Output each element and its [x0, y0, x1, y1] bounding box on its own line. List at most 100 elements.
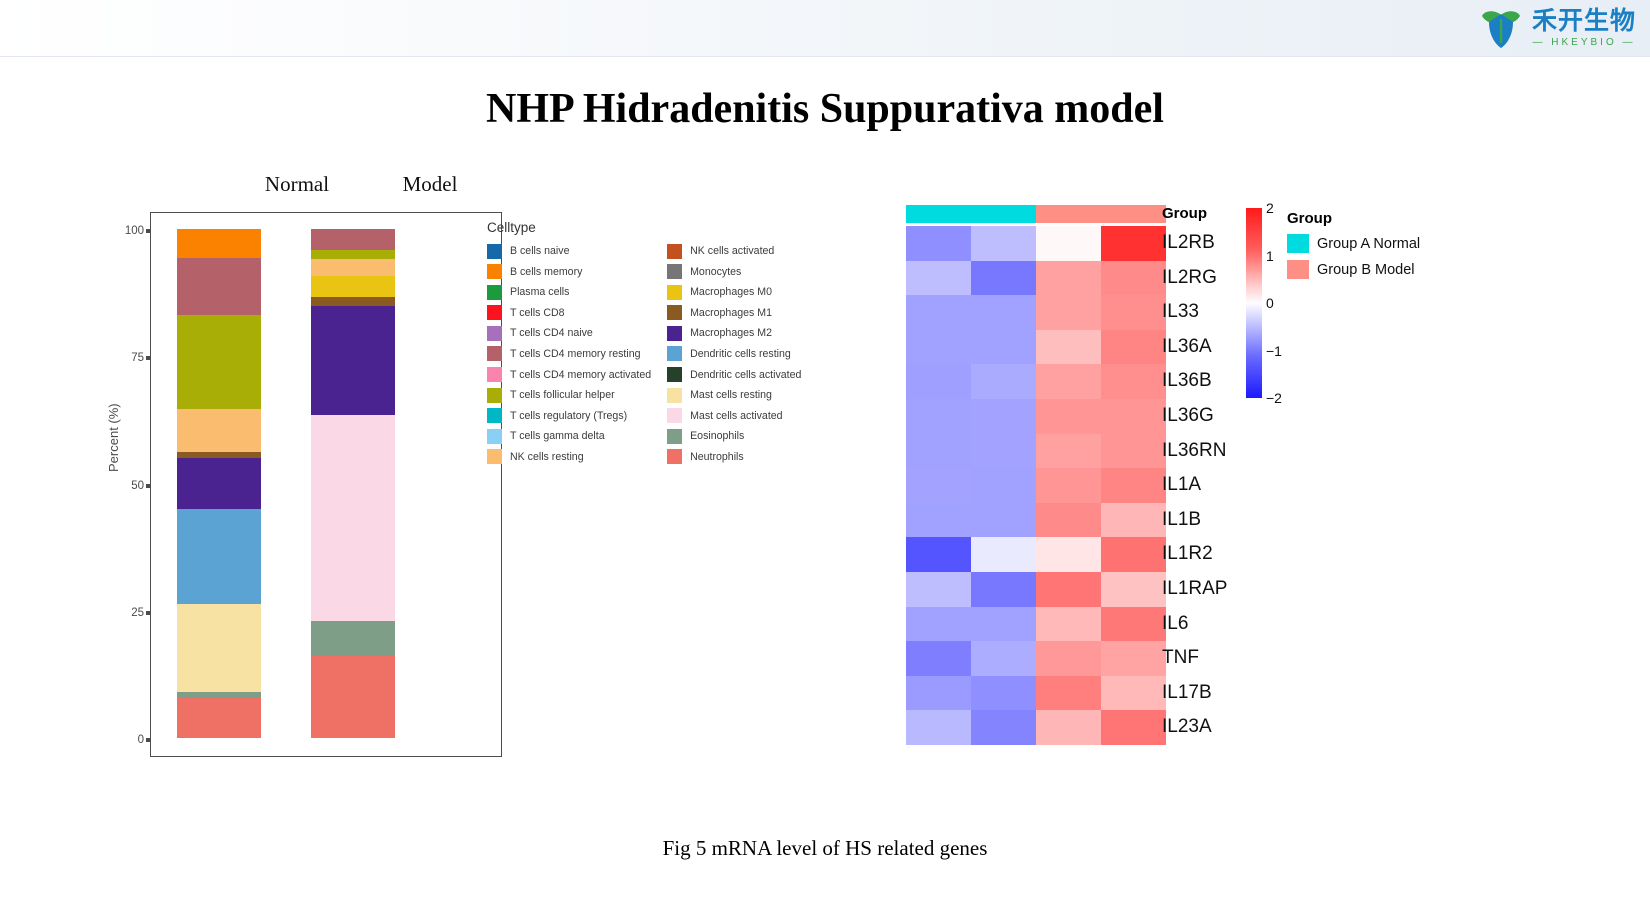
- heatmap-cell: [906, 571, 971, 607]
- celltype-color-swatch: [487, 449, 502, 465]
- brand-name-cn: 禾开生物: [1531, 6, 1636, 35]
- celltype-label: T cells gamma delta: [510, 430, 605, 443]
- heatmap-gene-label: TNF: [1162, 647, 1199, 669]
- heatmap-gene-label: IL17B: [1162, 681, 1212, 703]
- celltype-legend-item: Eosinophils: [667, 428, 801, 444]
- celltype-label: B cells memory: [510, 265, 583, 278]
- celltype-legend-item: Neutrophils: [667, 449, 801, 465]
- celltype-color-swatch: [667, 367, 683, 383]
- bar-group-label-normal: Normal: [264, 172, 330, 196]
- heatmap-cell: [1101, 502, 1166, 538]
- y-axis-tick: 75: [131, 352, 151, 364]
- celltype-label: Macrophages M2: [690, 327, 772, 340]
- heatmap-cell: [906, 641, 971, 676]
- heatmap-cell: [906, 433, 971, 469]
- celltype-label: Mast cells activated: [690, 409, 783, 422]
- celltype-legend-column-right: NK cells activated Monocytes Macrophages M…: [667, 243, 801, 465]
- bar-segment: [311, 305, 395, 416]
- heatmap-cell: [971, 433, 1036, 469]
- bar-segment: [311, 229, 395, 250]
- heatmap-group-annotation: [906, 205, 1166, 223]
- celltype-label: T cells CD8: [510, 306, 565, 319]
- celltype-label: NK cells resting: [510, 450, 584, 463]
- celltype-color-swatch: [667, 284, 683, 300]
- heatmap-cell: [971, 606, 1036, 642]
- heatmap-cell: [1101, 675, 1166, 711]
- bar-segment: [311, 620, 395, 657]
- bar-segment: [177, 691, 261, 699]
- celltype-legend-item: T cells regulatory (Tregs): [487, 408, 651, 424]
- celltype-legend-column-left: B cells naive B cells memory Plasma cells T…: [487, 243, 651, 465]
- top-brand-bar: 禾开生物 — HKEYBIO —: [0, 0, 1650, 57]
- celltype-label: Monocytes: [690, 265, 742, 278]
- heatmap-cell: [1101, 295, 1166, 330]
- bar-segment: [311, 259, 395, 276]
- heatmap-cell: [971, 398, 1036, 434]
- bar-segment: [311, 275, 395, 298]
- y-axis-title: Percent (%): [106, 403, 121, 472]
- bar-stack-normal: [177, 229, 261, 738]
- colorbar-tick: 2: [1266, 200, 1274, 216]
- heatmap-row: [906, 226, 1166, 261]
- heatmap-cell: [1036, 226, 1101, 261]
- celltype-legend-item: Dendritic cells activated: [667, 367, 801, 383]
- bar-segment: [177, 457, 261, 510]
- bar-segment: [311, 656, 395, 738]
- heatmap-gene-label: IL6: [1162, 612, 1189, 634]
- heatmap-row: [906, 260, 1166, 296]
- group-legend-item: Group B Model: [1287, 260, 1420, 279]
- heatmap-cell: [1036, 329, 1101, 365]
- heatmap-row: [906, 537, 1166, 572]
- heatmap-cell: [1036, 571, 1101, 607]
- heatmap-cell: [906, 502, 971, 538]
- bar-segment: [177, 257, 261, 316]
- heatmap-cell: [971, 641, 1036, 676]
- celltype-legend-item: Macrophages M0: [667, 284, 801, 300]
- heatmap-gene-label: IL36G: [1162, 404, 1214, 426]
- celltype-legend-item: Plasma cells: [487, 284, 651, 300]
- celltype-legend-item: T cells gamma delta: [487, 428, 651, 444]
- heatmap: [906, 205, 1166, 745]
- heatmap-cell: [971, 364, 1036, 399]
- heatmap-row: [906, 295, 1166, 330]
- heatmap-cell: [1101, 364, 1166, 399]
- heatmap-gene-label: IL33: [1162, 301, 1199, 323]
- celltype-label: Dendritic cells resting: [690, 347, 791, 360]
- bar-segment: [177, 509, 261, 605]
- celltype-legend-item: Macrophages M2: [667, 325, 801, 341]
- heatmap-row: [906, 468, 1166, 503]
- y-axis-tick: 50: [131, 480, 151, 492]
- heatmap-cell: [1101, 398, 1166, 434]
- celltype-legend-item: Macrophages M1: [667, 305, 801, 321]
- heatmap-cell: [1036, 675, 1101, 711]
- heatmap-row: [906, 710, 1166, 745]
- celltype-legend: Celltype B cells naive B cells memory Plas…: [487, 220, 837, 465]
- heatmap-annotation-cell: [971, 205, 1036, 223]
- heatmap-row: [906, 502, 1166, 538]
- heatmap-cell: [1036, 295, 1101, 330]
- heatmap-cell: [1101, 571, 1166, 607]
- celltype-color-swatch: [487, 428, 502, 444]
- celltype-label: T cells CD4 memory resting: [510, 347, 641, 360]
- heatmap-gene-label: IL1RAP: [1162, 577, 1228, 599]
- heatmap-row: [906, 675, 1166, 711]
- colorbar-tick: 0: [1266, 295, 1274, 311]
- bar-segment: [177, 604, 261, 692]
- heatmap-row: [906, 433, 1166, 469]
- celltype-legend-title: Celltype: [487, 220, 536, 235]
- brand-name-en: — HKEYBIO —: [1532, 36, 1636, 48]
- heatmap-colorbar: 2 1 0 −1 −2: [1246, 200, 1282, 406]
- celltype-legend-item: NK cells resting: [487, 449, 651, 465]
- bar-segment: [177, 451, 261, 458]
- celltype-color-swatch: [667, 325, 683, 341]
- heatmap-gene-label: IL36B: [1162, 370, 1212, 392]
- y-axis-tick: 25: [131, 607, 151, 619]
- group-legend-label: Group B Model: [1317, 261, 1415, 278]
- heatmap-annotation-cell: [1101, 205, 1166, 223]
- bar-plot-area: 100 75 50 25 0: [125, 212, 502, 757]
- celltype-color-swatch: [667, 449, 683, 465]
- celltype-color-swatch: [487, 284, 502, 300]
- heatmap-cell: [1101, 260, 1166, 296]
- celltype-color-swatch: [667, 305, 683, 321]
- heatmap-grid: [906, 226, 1166, 745]
